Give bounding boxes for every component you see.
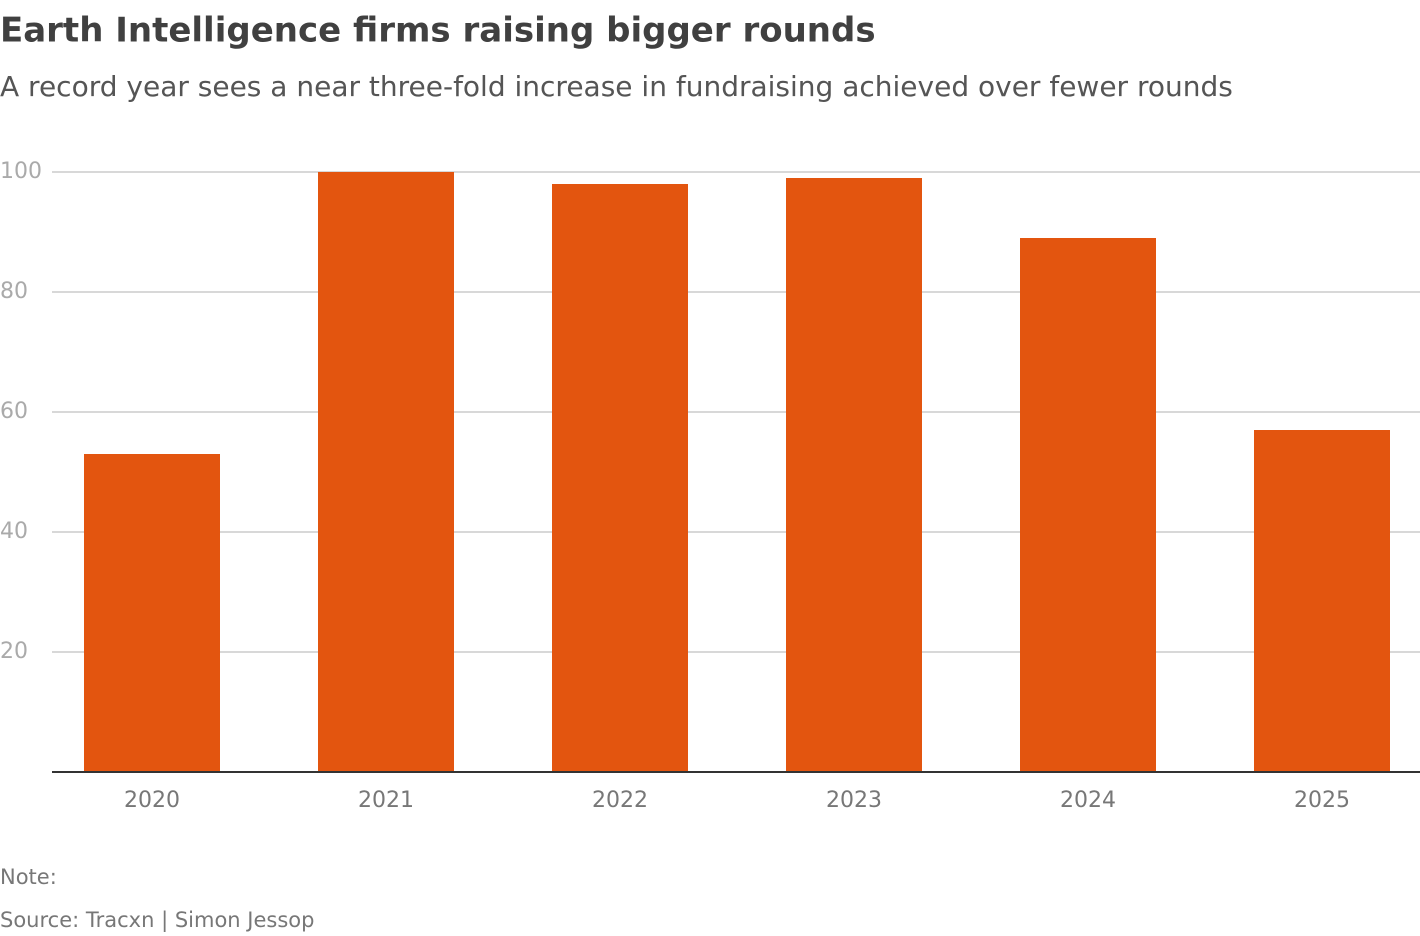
bar bbox=[318, 172, 454, 772]
chart-subtitle: A record year sees a near three-fold inc… bbox=[0, 70, 1233, 103]
x-tick-label: 2021 bbox=[358, 788, 414, 813]
bar bbox=[552, 184, 688, 772]
bar bbox=[786, 178, 922, 772]
x-tick-label: 2022 bbox=[592, 788, 648, 813]
x-tick-label: 2025 bbox=[1294, 788, 1350, 813]
x-tick-label: 2024 bbox=[1060, 788, 1116, 813]
bar bbox=[1020, 238, 1156, 772]
bar bbox=[1254, 430, 1390, 772]
y-tick-label: 60 bbox=[0, 399, 28, 424]
x-tick-label: 2023 bbox=[826, 788, 882, 813]
bar bbox=[84, 454, 220, 772]
y-tick-label: 80 bbox=[0, 279, 28, 304]
y-tick-label: 40 bbox=[0, 519, 28, 544]
y-tick-label: 100 bbox=[0, 159, 42, 184]
source: Source: Tracxn | Simon Jessop bbox=[0, 908, 314, 933]
chart-title: Earth Intelligence firms raising bigger … bbox=[0, 11, 876, 51]
x-tick-label: 2020 bbox=[124, 788, 180, 813]
y-tick-label: 20 bbox=[0, 639, 28, 664]
note: Note: bbox=[0, 865, 57, 889]
